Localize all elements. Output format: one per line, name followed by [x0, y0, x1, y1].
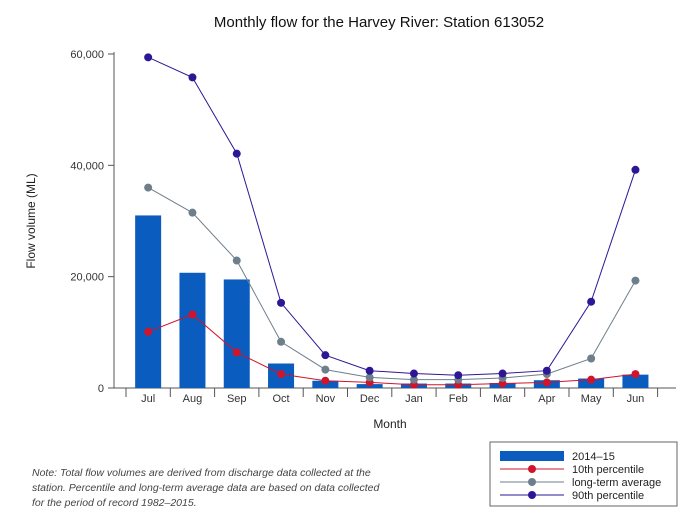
series-point	[631, 165, 640, 174]
x-tick-label: Aug	[183, 393, 203, 405]
series-point	[277, 298, 286, 307]
x-tick-label: Nov	[316, 393, 336, 405]
series-point	[144, 183, 153, 192]
series-point	[365, 366, 374, 375]
x-tick-label: Feb	[449, 393, 468, 405]
series-point	[232, 149, 241, 158]
x-tick-label: Sep	[227, 393, 247, 405]
series-point	[321, 365, 330, 374]
series-point	[277, 337, 286, 346]
series-point	[542, 378, 551, 387]
x-tick-label: May	[581, 393, 602, 405]
x-axis-label: Month	[373, 417, 406, 431]
series-point	[498, 379, 507, 388]
series-point	[498, 369, 507, 378]
series-point	[409, 375, 418, 384]
series-point	[188, 310, 197, 319]
series-point	[277, 370, 286, 379]
series-point	[321, 376, 330, 385]
y-tick-label: 20,000	[70, 272, 104, 284]
series-point	[631, 276, 640, 285]
legend-swatch-bar	[500, 451, 564, 461]
series-line-group	[144, 183, 640, 384]
legend-swatch-marker	[528, 465, 536, 473]
series-point	[188, 208, 197, 217]
legend-label: 10th percentile	[572, 464, 644, 476]
x-tick-label: Jan	[405, 393, 423, 405]
x-tick-label: Apr	[538, 393, 555, 405]
y-axis: 0 20,000 40,000 60,000	[70, 49, 115, 395]
footnote: Note: Total flow volumes are derived fro…	[32, 467, 380, 509]
series-point	[144, 327, 153, 336]
series-line-group	[144, 310, 640, 389]
x-tick-label: Dec	[360, 393, 380, 405]
y-tick-label: 60,000	[70, 49, 104, 61]
series-point	[232, 256, 241, 265]
bar	[135, 215, 162, 388]
x-tick-label: Mar	[493, 393, 512, 405]
legend-label: 2014–15	[572, 451, 615, 463]
series-point	[188, 73, 197, 82]
series-point	[631, 370, 640, 379]
series-point	[321, 351, 330, 360]
bar-series	[135, 215, 649, 388]
series-point	[542, 366, 551, 375]
legend-label: 90th percentile	[572, 490, 644, 502]
bar	[179, 272, 206, 388]
x-tick-label: Jun	[627, 393, 645, 405]
series-point	[587, 297, 596, 306]
x-tick-label: Oct	[272, 393, 289, 405]
y-tick-label: 0	[98, 383, 104, 395]
series-point	[365, 373, 374, 382]
series-point	[144, 53, 153, 62]
legend-swatch-marker	[528, 478, 536, 486]
series-point	[587, 375, 596, 384]
y-axis-label: Flow volume (ML)	[24, 173, 38, 268]
series-line-group	[144, 53, 640, 380]
y-tick-label: 40,000	[70, 160, 104, 172]
legend-swatch-marker	[528, 491, 536, 499]
bar	[622, 374, 649, 388]
series-line	[147, 187, 636, 381]
series-point	[409, 369, 418, 378]
legend-label: long-term average	[572, 477, 661, 489]
series-line	[147, 56, 636, 376]
series-line	[148, 313, 636, 386]
series-point	[587, 354, 596, 363]
chart-title: Monthly flow for the Harvey River: Stati…	[214, 14, 544, 31]
series-point	[454, 371, 463, 380]
line-series	[144, 53, 640, 389]
x-tick-label: Jul	[141, 393, 155, 405]
x-axis: Jul Aug Sep Oct Nov Dec Jan Feb Mar Apr May Jun	[114, 387, 676, 405]
bar	[223, 279, 250, 388]
series-point	[232, 348, 241, 357]
